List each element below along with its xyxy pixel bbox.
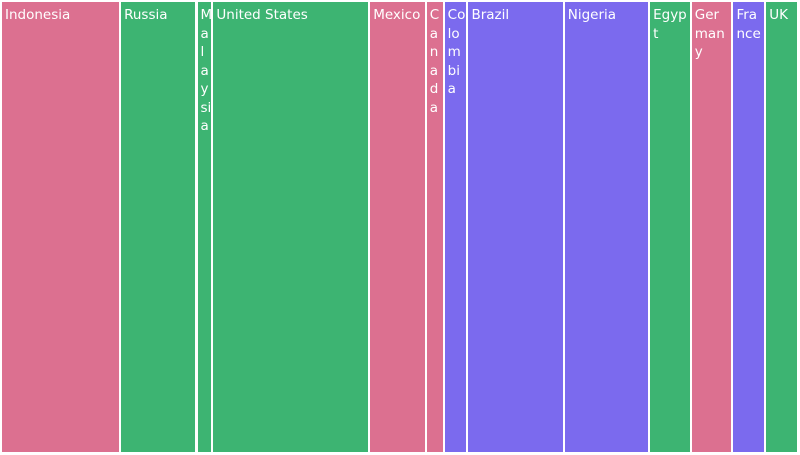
treemap-cell-malaysia: Malaysia	[197, 2, 212, 452]
treemap-cell-label: Egypt	[653, 7, 687, 42]
treemap-cell-label: Indonesia	[5, 7, 71, 23]
treemap-cell-label: France	[736, 7, 761, 42]
treemap-cell-label: UK	[769, 7, 788, 23]
treemap-cell-indonesia: Indonesia	[2, 2, 120, 452]
treemap-cell-label: United States	[216, 7, 308, 23]
treemap-cell-egypt: Egypt	[650, 2, 690, 452]
treemap-cell-mexico: Mexico	[370, 2, 425, 452]
treemap-cell-label: Malaysia	[200, 7, 212, 134]
treemap-cell-colombia: Colombia	[444, 2, 467, 452]
treemap-cell-label: Mexico	[373, 7, 421, 23]
treemap-cell-france: France	[733, 2, 765, 452]
treemap-cell-label: Nigeria	[567, 7, 617, 23]
treemap-cell-label: Canada	[429, 7, 440, 116]
treemap-cell-germany: Germany	[691, 2, 732, 452]
treemap-cell-canada: Canada	[426, 2, 443, 452]
treemap-cell-nigeria: Nigeria	[564, 2, 649, 452]
treemap-cell-label: Germany	[694, 7, 725, 60]
treemap-cell-label: Russia	[124, 7, 168, 23]
treemap-cell-label: Brazil	[471, 7, 510, 23]
treemap-cell-brazil: Brazil	[468, 2, 563, 452]
treemap-cell-russia: Russia	[121, 2, 196, 452]
treemap-cell-uk: UK	[766, 2, 797, 452]
treemap-cell-label: Colombia	[447, 7, 466, 97]
treemap-cell-united-states: United States	[213, 2, 369, 452]
